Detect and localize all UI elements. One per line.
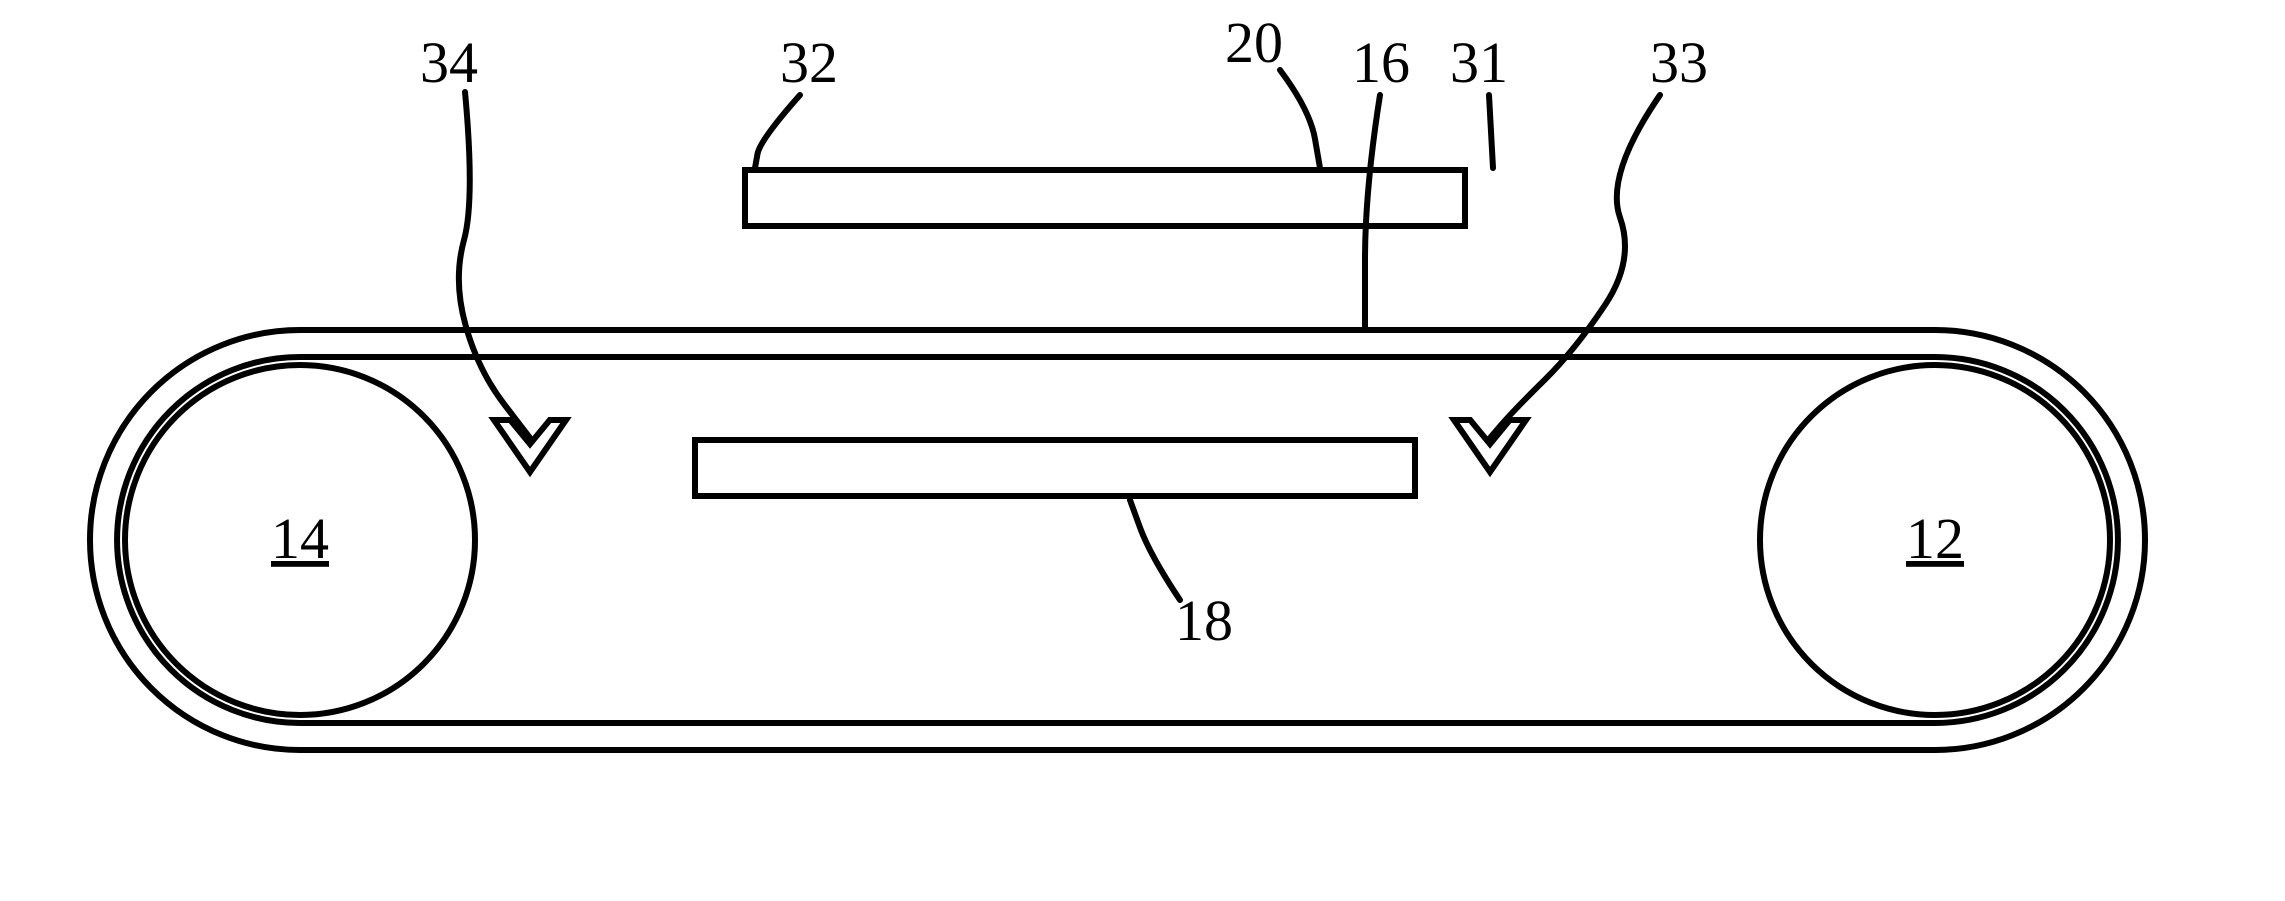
leader-33 (1490, 95, 1660, 438)
leader-34 (459, 92, 530, 438)
label-16: 16 (1352, 30, 1410, 95)
label-34: 34 (420, 30, 478, 95)
pulley-right-label: 12 (1906, 506, 1964, 571)
leader-31 (1489, 95, 1493, 168)
leader-32 (755, 95, 800, 168)
label-33: 33 (1650, 30, 1708, 95)
inner-bar (695, 440, 1415, 496)
label-18: 18 (1175, 588, 1233, 653)
label-20: 20 (1225, 10, 1283, 75)
arrowhead-left (494, 420, 566, 472)
leader-18 (1130, 500, 1180, 600)
arrowhead-right (1454, 420, 1526, 472)
upper-bar (745, 170, 1465, 226)
label-32: 32 (780, 30, 838, 95)
pulley-left-label: 14 (271, 506, 329, 571)
label-31: 31 (1450, 30, 1508, 95)
leader-20 (1280, 70, 1320, 168)
